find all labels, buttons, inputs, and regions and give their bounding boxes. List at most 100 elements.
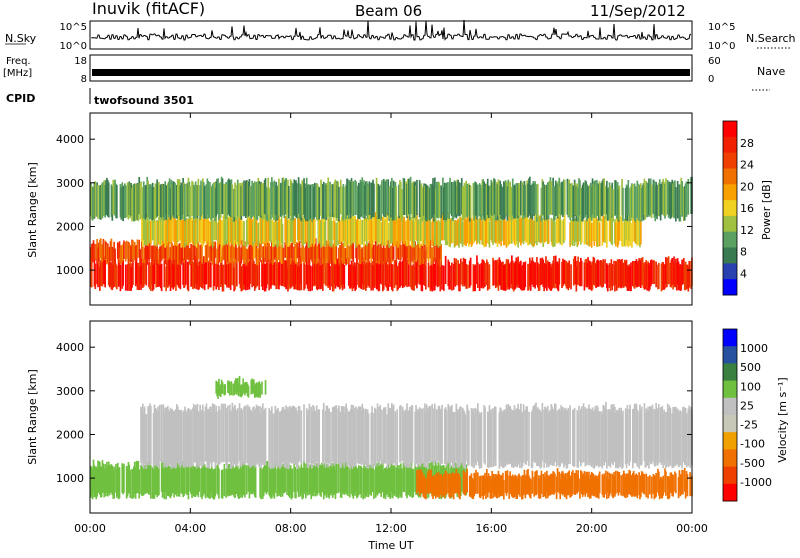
heatmap-cell bbox=[545, 407, 547, 464]
heatmap-cell bbox=[104, 240, 106, 261]
heatmap-cell bbox=[187, 407, 190, 467]
heatmap-cell bbox=[104, 184, 106, 218]
heatmap-cell bbox=[499, 260, 502, 286]
heatmap-cell bbox=[503, 479, 505, 500]
heatmap-cell bbox=[175, 463, 177, 495]
heatmap-cell bbox=[649, 260, 652, 287]
heatmap-cell bbox=[653, 260, 656, 285]
heatmap-cell bbox=[454, 262, 457, 287]
heatmap-cell bbox=[384, 248, 387, 264]
heatmap-cell bbox=[391, 403, 393, 462]
heatmap-cell bbox=[556, 184, 559, 219]
heatmap-cell bbox=[511, 186, 513, 221]
heatmap-cell bbox=[219, 385, 222, 397]
heatmap-cell bbox=[416, 179, 418, 216]
heatmap-cell bbox=[302, 242, 304, 262]
heatmap-cell bbox=[260, 238, 262, 259]
heatmap-cell bbox=[336, 181, 339, 218]
heatmap-cell bbox=[174, 464, 176, 495]
heatmap-cell bbox=[286, 186, 288, 220]
heatmap-cell bbox=[412, 181, 415, 214]
heatmap-cell bbox=[257, 222, 260, 247]
heatmap-cell bbox=[390, 257, 392, 285]
heatmap-cell bbox=[615, 222, 617, 247]
heatmap-cell bbox=[484, 183, 486, 221]
heatmap-cell bbox=[130, 267, 132, 291]
heatmap-cell bbox=[281, 256, 284, 285]
heatmap-cell bbox=[507, 179, 510, 215]
heatmap-cell bbox=[287, 462, 289, 492]
heatmap-cell bbox=[226, 414, 228, 469]
heatmap-cell bbox=[494, 407, 497, 466]
heatmap-cell bbox=[665, 471, 667, 496]
heatmap-cell bbox=[365, 466, 367, 496]
heatmap-cell bbox=[179, 247, 182, 264]
heatmap-cell bbox=[422, 186, 425, 221]
heatmap-cell bbox=[288, 405, 291, 463]
heatmap-cell bbox=[209, 222, 211, 247]
heatmap-cell bbox=[382, 470, 385, 499]
heatmap-cell bbox=[167, 465, 170, 496]
heatmap-cell bbox=[562, 258, 564, 287]
heatmap-cell bbox=[263, 180, 266, 214]
nsky-tick-low: 10^0 bbox=[60, 41, 87, 52]
heatmap-cell bbox=[621, 414, 623, 469]
heatmap-cell bbox=[454, 473, 457, 494]
heatmap-cell bbox=[278, 463, 280, 496]
heatmap-cell bbox=[246, 383, 249, 397]
heatmap-cell bbox=[394, 260, 397, 286]
heatmap-cell bbox=[93, 243, 96, 261]
heatmap-cell bbox=[348, 217, 351, 245]
heatmap-cell bbox=[634, 219, 637, 244]
heatmap-cell bbox=[421, 222, 424, 246]
heatmap-cell bbox=[681, 181, 683, 217]
heatmap-cell bbox=[668, 479, 671, 499]
heatmap-cell bbox=[207, 215, 210, 241]
heatmap-cell bbox=[99, 260, 102, 286]
heatmap-cell bbox=[349, 264, 352, 289]
heatmap-cell bbox=[356, 244, 358, 264]
heatmap-cell bbox=[253, 410, 256, 466]
heatmap-cell bbox=[228, 180, 231, 216]
heatmap-cell bbox=[357, 185, 359, 219]
heatmap-cell bbox=[305, 188, 307, 222]
heatmap-cell bbox=[262, 246, 264, 265]
heatmap-cell bbox=[202, 219, 205, 244]
heatmap-cell bbox=[555, 218, 558, 244]
heatmap-cell bbox=[389, 245, 391, 264]
heatmap-cell bbox=[381, 180, 383, 214]
heatmap-cell bbox=[271, 240, 273, 261]
heatmap-cell bbox=[585, 408, 588, 466]
heatmap-cell bbox=[374, 465, 377, 498]
heatmap-cell bbox=[249, 186, 252, 219]
heatmap-cell bbox=[250, 186, 253, 220]
heatmap-cell bbox=[606, 471, 609, 493]
heatmap-cell bbox=[522, 216, 525, 245]
heatmap-cell bbox=[107, 182, 110, 218]
heatmap-cell bbox=[179, 185, 182, 221]
heatmap-cell bbox=[502, 412, 504, 469]
heatmap-cell bbox=[99, 185, 101, 220]
heatmap-cell bbox=[370, 412, 373, 468]
heatmap-cell bbox=[536, 184, 538, 222]
heatmap-cell bbox=[264, 213, 267, 242]
heatmap-cell bbox=[335, 240, 338, 260]
heatmap-cell bbox=[238, 256, 241, 285]
heatmap-cell bbox=[269, 212, 271, 241]
heatmap-cell bbox=[378, 247, 381, 264]
heatmap-cell bbox=[527, 263, 529, 291]
heatmap-cell bbox=[515, 183, 518, 218]
heatmap-cell bbox=[643, 474, 646, 495]
heatmap-cell bbox=[372, 212, 374, 241]
heatmap-cell bbox=[344, 219, 347, 247]
heatmap-cell bbox=[514, 411, 517, 467]
heatmap-cell bbox=[433, 186, 435, 222]
heatmap-cell bbox=[300, 218, 303, 243]
heatmap-cell bbox=[193, 466, 195, 497]
heatmap-cell bbox=[462, 470, 465, 494]
heatmap-cell bbox=[225, 240, 227, 260]
heatmap-cell bbox=[301, 241, 304, 261]
heatmap-cell bbox=[207, 408, 210, 468]
heatmap-cell bbox=[395, 218, 398, 245]
heatmap-cell bbox=[131, 263, 133, 288]
